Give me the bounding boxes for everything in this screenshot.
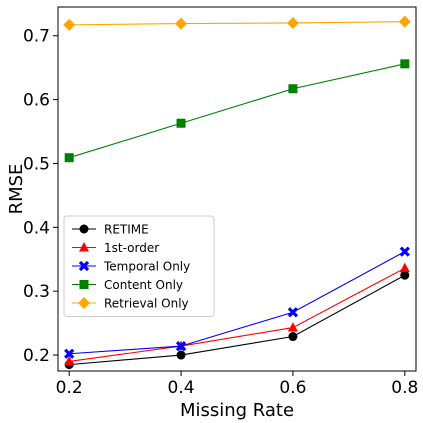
y-axis-title: RMSE (6, 164, 27, 215)
legend-label: Temporal Only (103, 260, 190, 274)
series-line (69, 63, 405, 159)
data-point (286, 16, 299, 29)
y-tick-label: 0.5 (23, 154, 50, 174)
y-tick-label: 0.2 (23, 346, 50, 366)
legend-marker (79, 280, 89, 289)
data-point (64, 355, 75, 366)
legend-marker (78, 297, 90, 309)
data-point (398, 15, 411, 28)
legend-item: 1st-order (72, 241, 159, 255)
data-point (288, 84, 298, 94)
data-point (400, 59, 410, 69)
x-axis-ticks: 0.2 0.4 0.6 0.8 (56, 371, 418, 398)
legend-box (63, 215, 215, 317)
x-axis-title: Missing Rate (180, 400, 294, 421)
series-retrieval-only (63, 15, 411, 31)
legend-marker (78, 260, 90, 272)
y-tick-label: 0.4 (23, 218, 50, 238)
data-point (287, 307, 299, 318)
legend-label: 1st-order (104, 241, 159, 255)
data-point (63, 18, 76, 31)
y-tick-label: 0.6 (23, 91, 50, 111)
data-point (175, 340, 187, 352)
x-tick-label: 0.2 (56, 378, 83, 398)
legend-label: Retrieval Only (104, 297, 189, 311)
data-point (399, 246, 410, 257)
series-content-only (64, 59, 410, 163)
legend-item: Temporal Only (72, 260, 190, 274)
data-point (400, 270, 410, 280)
series-line (69, 251, 406, 355)
x-tick-label: 0.4 (168, 378, 195, 398)
x-tick-label: 0.8 (391, 378, 418, 398)
series-temporal-only (64, 246, 410, 359)
data-point (176, 118, 186, 128)
series-line (69, 21, 405, 26)
y-tick-label: 0.3 (23, 282, 50, 302)
series-layer (63, 15, 411, 370)
series-line (69, 274, 406, 366)
data-point (64, 153, 74, 163)
legend-label: RETIME (104, 223, 149, 237)
y-axis-ticks: 0.2 0.3 0.4 0.5 0.6 0.7 (23, 27, 58, 366)
legend-label: Content Only (104, 278, 183, 292)
legend-marker (79, 224, 89, 234)
x-tick-label: 0.6 (279, 378, 306, 398)
series-retime (64, 270, 410, 370)
data-point (288, 332, 298, 342)
y-tick-label: 0.7 (23, 27, 50, 47)
legend-item: RETIME (72, 223, 149, 237)
data-point (64, 348, 75, 359)
data-point (176, 350, 186, 360)
legend: RETIME 1st-order Temporal Only Content Only… (63, 215, 215, 317)
legend-marker (79, 242, 89, 252)
legend-item: Retrieval Only (72, 297, 189, 311)
data-point (175, 17, 188, 30)
data-point (399, 262, 410, 273)
data-point (287, 322, 298, 332)
legend-item: Content Only (72, 278, 183, 292)
series-line (69, 267, 406, 362)
